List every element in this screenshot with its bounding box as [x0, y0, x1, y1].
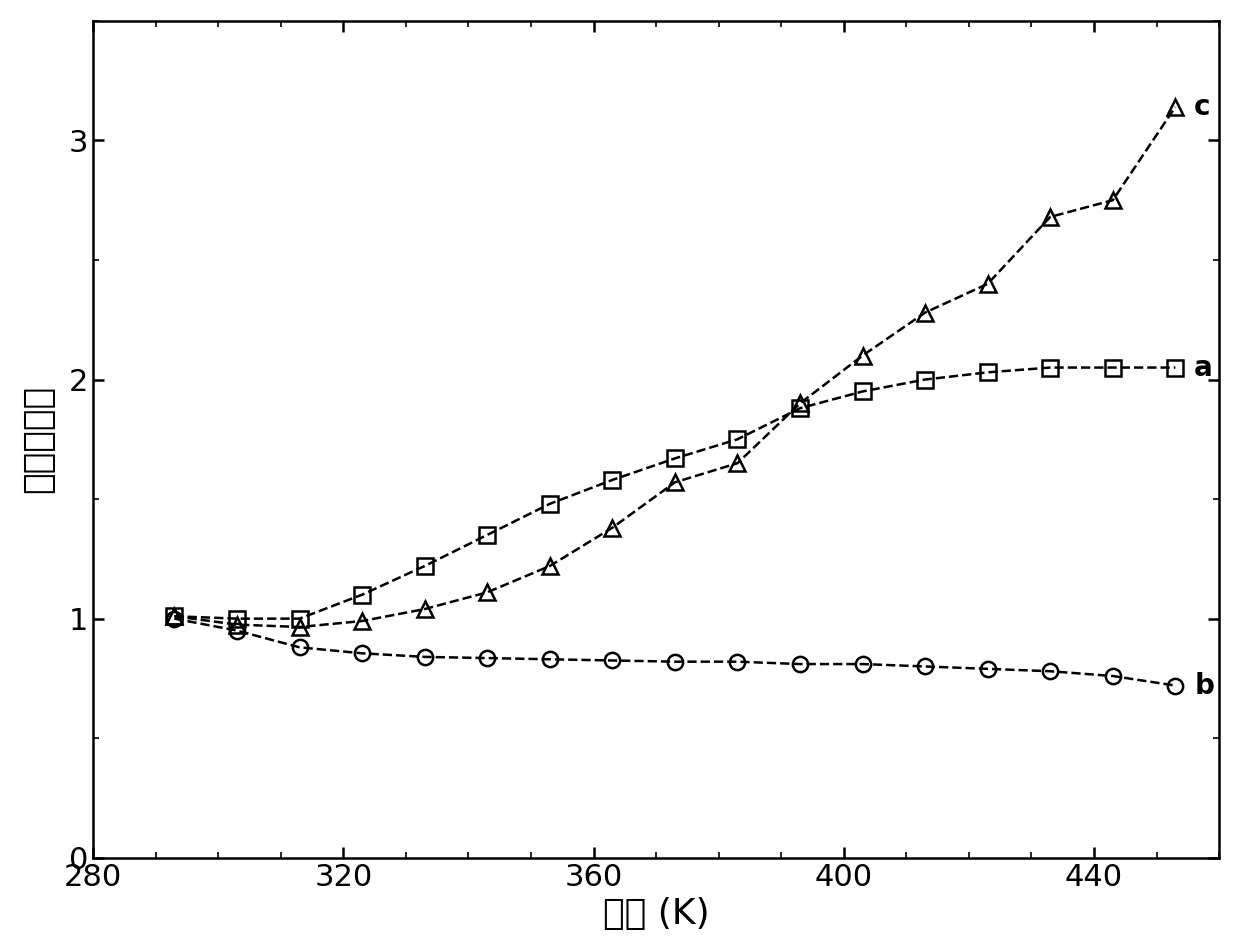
Y-axis label: 荺光强度比: 荺光强度比	[21, 386, 55, 493]
X-axis label: 温度 (K): 温度 (K)	[603, 897, 709, 931]
Text: a: a	[1194, 353, 1213, 382]
Text: b: b	[1194, 671, 1214, 700]
Text: c: c	[1194, 93, 1210, 121]
